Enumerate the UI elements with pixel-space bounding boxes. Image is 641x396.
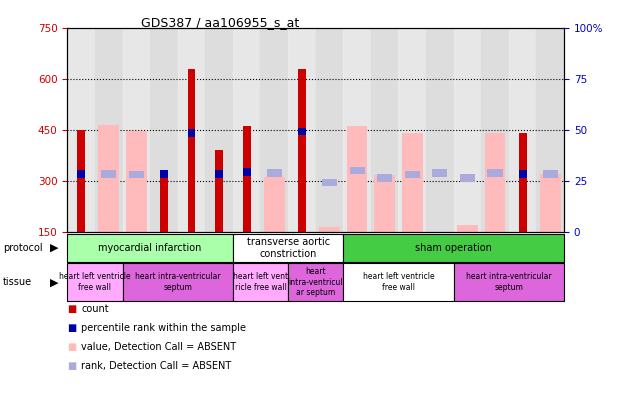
Text: heart intra-ventricular
septum: heart intra-ventricular septum — [466, 272, 552, 292]
Bar — [233, 28, 260, 232]
Text: protocol: protocol — [3, 243, 43, 253]
Bar — [77, 170, 85, 178]
Bar — [264, 177, 285, 232]
Bar — [488, 169, 503, 177]
Bar — [243, 126, 251, 232]
Bar — [540, 174, 561, 232]
Bar — [178, 28, 205, 232]
Bar — [344, 28, 371, 232]
Bar — [188, 129, 196, 137]
Bar — [178, 28, 205, 232]
Bar — [188, 69, 196, 232]
Bar — [543, 170, 558, 178]
Bar — [126, 131, 147, 232]
Bar — [457, 225, 478, 232]
Text: heart left ventricle
free wall: heart left ventricle free wall — [363, 272, 435, 292]
Bar — [519, 170, 526, 178]
Bar — [315, 28, 344, 232]
Bar — [485, 133, 506, 232]
Bar — [122, 263, 233, 301]
Bar — [371, 28, 399, 232]
Bar — [344, 28, 371, 232]
Bar — [322, 179, 337, 186]
Bar — [122, 28, 150, 232]
Text: ■: ■ — [67, 361, 76, 371]
Bar — [205, 28, 233, 232]
Text: GDS387 / aa106955_s_at: GDS387 / aa106955_s_at — [141, 16, 299, 29]
Text: myocardial infarction: myocardial infarction — [99, 243, 202, 253]
Text: value, Detection Call = ABSENT: value, Detection Call = ABSENT — [81, 342, 237, 352]
Bar — [101, 170, 116, 178]
Bar — [537, 28, 564, 232]
Bar — [129, 171, 144, 178]
Bar — [150, 28, 178, 232]
Text: sham operation: sham operation — [415, 243, 492, 253]
Bar — [233, 234, 344, 262]
Bar — [402, 133, 422, 232]
Text: count: count — [81, 304, 109, 314]
Bar — [160, 174, 168, 232]
Bar — [215, 150, 223, 232]
Bar — [454, 28, 481, 232]
Bar — [432, 169, 447, 177]
Bar — [509, 28, 537, 232]
Bar — [160, 170, 168, 178]
Text: heart left ventricle
free wall: heart left ventricle free wall — [59, 272, 131, 292]
Bar — [288, 28, 315, 232]
Bar — [349, 167, 365, 174]
Bar — [344, 234, 564, 262]
Bar — [399, 28, 426, 232]
Bar — [67, 28, 95, 232]
Bar — [288, 263, 344, 301]
Bar — [454, 28, 481, 232]
Bar — [426, 28, 454, 232]
Text: ▶: ▶ — [50, 243, 59, 253]
Bar — [77, 129, 85, 232]
Bar — [319, 227, 340, 232]
Bar — [67, 234, 233, 262]
Bar — [460, 174, 475, 182]
Bar — [377, 174, 392, 182]
Text: heart left vent
ricle free wall: heart left vent ricle free wall — [233, 272, 288, 292]
Text: ■: ■ — [67, 342, 76, 352]
Bar — [233, 263, 288, 301]
Text: ■: ■ — [67, 323, 76, 333]
Bar — [344, 263, 454, 301]
Bar — [509, 28, 537, 232]
Bar — [298, 69, 306, 232]
Bar — [454, 263, 564, 301]
Text: ▶: ▶ — [50, 277, 59, 287]
Bar — [288, 28, 315, 232]
Text: percentile rank within the sample: percentile rank within the sample — [81, 323, 246, 333]
Bar — [347, 126, 367, 232]
Bar — [243, 168, 251, 176]
Bar — [122, 28, 150, 232]
Bar — [399, 28, 426, 232]
Bar — [260, 28, 288, 232]
Bar — [98, 125, 119, 232]
Bar — [481, 28, 509, 232]
Text: transverse aortic
constriction: transverse aortic constriction — [247, 237, 329, 259]
Bar — [298, 128, 306, 135]
Text: ■: ■ — [67, 304, 76, 314]
Bar — [374, 175, 395, 232]
Text: heart
intra-ventricul
ar septum: heart intra-ventricul ar septum — [288, 267, 343, 297]
Text: heart intra-ventricular
septum: heart intra-ventricular septum — [135, 272, 221, 292]
Bar — [215, 170, 223, 178]
Bar — [404, 171, 420, 178]
Bar — [519, 133, 526, 232]
Text: tissue: tissue — [3, 277, 32, 287]
Bar — [67, 28, 95, 232]
Text: rank, Detection Call = ABSENT: rank, Detection Call = ABSENT — [81, 361, 231, 371]
Bar — [67, 263, 122, 301]
Bar — [233, 28, 260, 232]
Bar — [95, 28, 122, 232]
Bar — [267, 169, 282, 177]
